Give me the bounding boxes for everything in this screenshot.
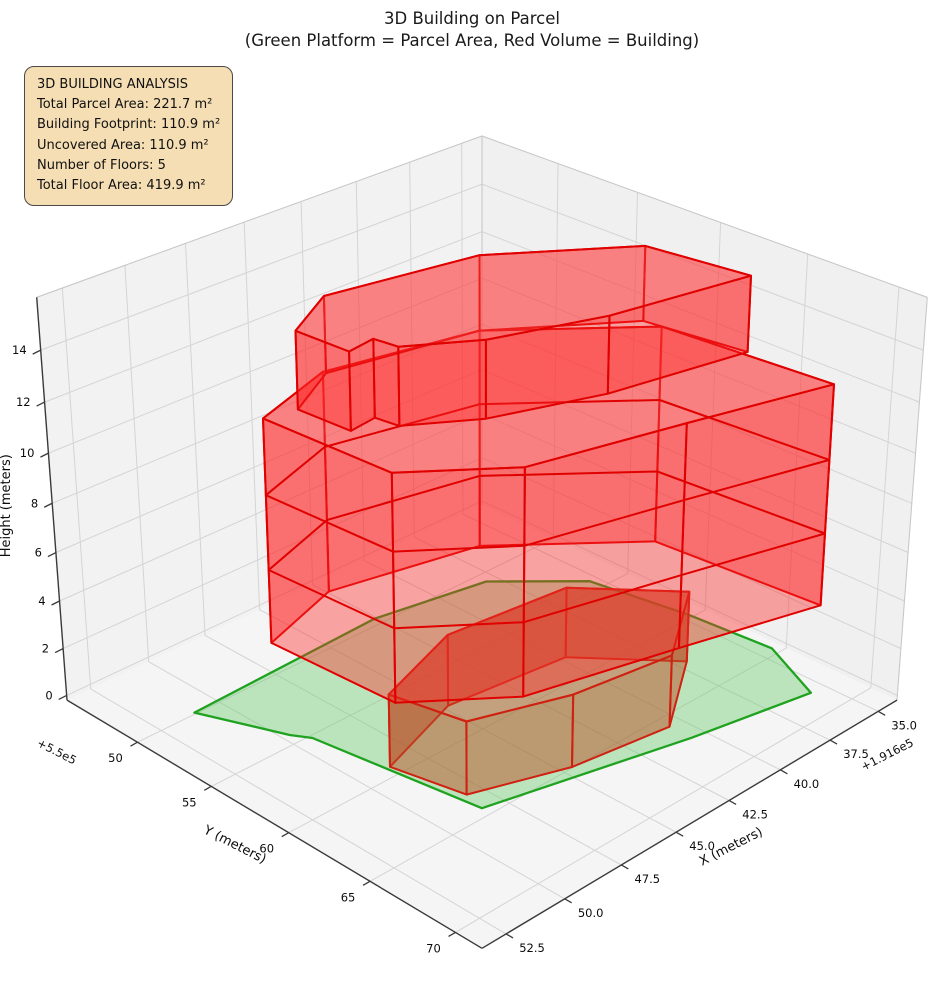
tick-marks xyxy=(32,349,886,939)
x-tick-label: 40.0 xyxy=(794,777,820,791)
top-block-face xyxy=(397,338,487,427)
x-tick-label: 50.0 xyxy=(578,906,604,920)
floor-slab-ring xyxy=(264,399,831,553)
x-tick-label: 45.0 xyxy=(689,839,715,853)
info-line-footprint: Building Footprint: 110.9 m² xyxy=(37,117,221,133)
info-box-heading: 3D BUILDING ANALYSIS xyxy=(37,77,189,92)
main-block-face xyxy=(390,466,526,704)
chart-title: 3D Building on Parcel (Green Platform = … xyxy=(0,8,944,52)
main-block-roof xyxy=(262,325,835,474)
floor-slab-ring xyxy=(267,470,826,630)
z-axis-title: Height (meters) xyxy=(0,454,14,557)
y-tick-label: 70 xyxy=(426,941,441,955)
chart-title-line1: 3D Building on Parcel xyxy=(384,9,560,28)
info-line-parcel-area: Total Parcel Area: 221.7 m² xyxy=(37,97,213,113)
z-tick-label: 6 xyxy=(35,546,42,560)
analysis-info-box: 3D BUILDING ANALYSIS Total Parcel Area: … xyxy=(24,66,234,207)
info-line-floor-area: Total Floor Area: 419.9 m² xyxy=(37,178,206,194)
info-line-floors: Number of Floors: 5 xyxy=(37,157,166,173)
pane-left xyxy=(36,136,482,701)
z-tick-label: 0 xyxy=(45,688,52,702)
x-tick-label: 47.5 xyxy=(635,872,661,886)
z-tick-label: 8 xyxy=(31,496,38,510)
info-line-uncovered: Uncovered Area: 110.9 m² xyxy=(37,137,209,153)
z-tick-label: 12 xyxy=(16,395,31,409)
x-tick-label: 42.5 xyxy=(742,807,768,821)
y-tick-label: 55 xyxy=(182,795,197,809)
x-tick-label: 35.0 xyxy=(891,718,917,732)
chart-title-line2: (Green Platform = Parcel Area, Red Volum… xyxy=(244,31,700,50)
top-block-roof xyxy=(294,244,752,353)
y-axis-title: Y (meters) xyxy=(200,822,268,867)
y-tick-label: 60 xyxy=(259,842,274,856)
y-tick-label: 65 xyxy=(341,890,356,904)
building-top-block xyxy=(294,244,752,432)
top-block-face xyxy=(348,337,376,432)
x-tick-label: 52.5 xyxy=(519,941,545,955)
y-tick-label: 50 xyxy=(108,751,123,765)
axes-box-edges xyxy=(36,135,928,949)
top-block-face xyxy=(372,337,401,427)
main-block-face xyxy=(677,383,835,650)
tick-labels: 52.550.047.545.042.540.037.535.050556065… xyxy=(12,343,917,955)
floor-slab-outlines xyxy=(264,399,831,630)
x-tick-label: 37.5 xyxy=(843,747,869,761)
z-tick-label: 2 xyxy=(42,642,49,656)
y-axis-offset-label: +5.5e5 xyxy=(35,736,79,768)
z-tick-label: 14 xyxy=(12,343,27,357)
z-tick-label: 4 xyxy=(38,594,45,608)
z-tick-label: 10 xyxy=(20,446,35,460)
